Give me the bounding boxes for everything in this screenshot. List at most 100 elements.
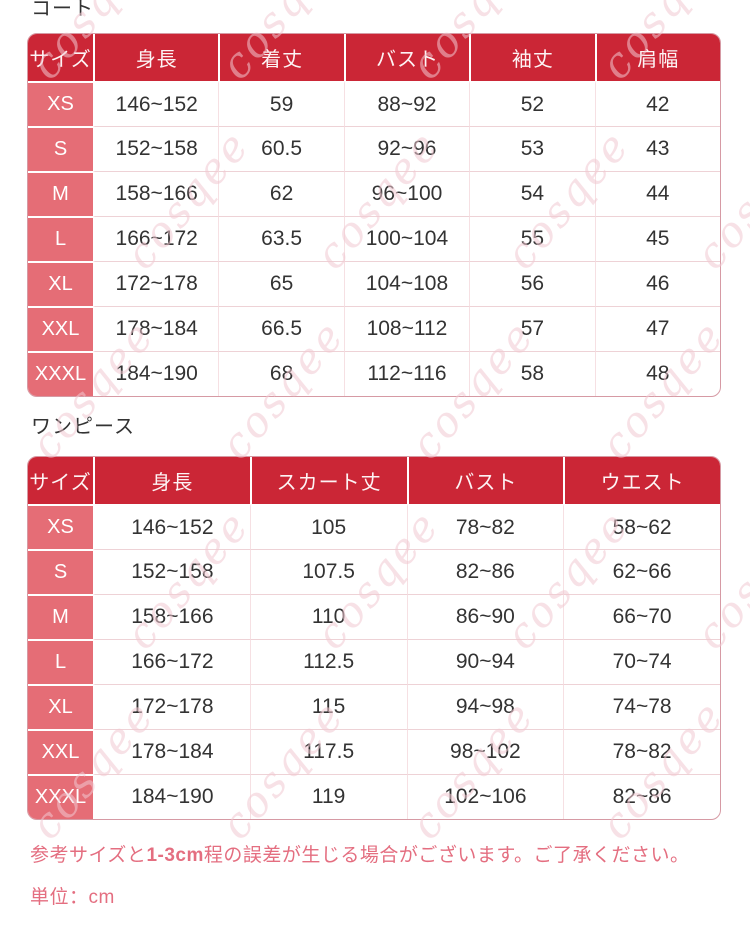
- unit-note: 単位：cm: [30, 887, 115, 908]
- measurement-cell: 107.5: [249, 549, 407, 594]
- dress-header-row: サイズ 身長 スカート丈 バスト ウエスト: [28, 457, 720, 504]
- measurement-cell: 146~152: [93, 81, 219, 126]
- measurement-cell: 86~90: [406, 594, 564, 639]
- column-header: 着丈: [218, 34, 344, 81]
- measurement-cell: 62~66: [563, 549, 720, 594]
- measurement-cell: 65: [218, 261, 344, 306]
- measurement-cell: 54: [469, 171, 595, 216]
- table-row: XS 146~152 105 78~82 58~62: [28, 504, 720, 549]
- measurement-cell: 152~158: [93, 549, 250, 594]
- table-row: M 158~166 62 96~100 54 44: [28, 171, 720, 216]
- table-row: S 152~158 60.5 92~96 53 43: [28, 126, 720, 171]
- measurement-cell: 104~108: [343, 261, 470, 306]
- size-label-cell: XXL: [28, 306, 93, 351]
- column-header: バスト: [343, 34, 470, 81]
- measurement-cell: 56: [469, 261, 595, 306]
- size-label-cell: L: [28, 216, 93, 261]
- column-header: バスト: [406, 457, 564, 504]
- table-row: XXL 178~184 117.5 98~102 78~82: [28, 729, 720, 774]
- measurement-cell: 55: [469, 216, 595, 261]
- column-header: 袖丈: [469, 34, 595, 81]
- measurement-cell: 119: [249, 774, 407, 819]
- size-label-cell: M: [28, 171, 93, 216]
- measurement-cell: 63.5: [218, 216, 344, 261]
- size-label-cell: M: [28, 594, 93, 639]
- table-row: XL 172~178 115 94~98 74~78: [28, 684, 720, 729]
- measurement-cell: 105: [249, 504, 407, 549]
- size-label-cell: S: [28, 126, 93, 171]
- measurement-cell: 45: [594, 216, 720, 261]
- measurement-cell: 184~190: [93, 774, 250, 819]
- size-label-cell: XS: [28, 504, 93, 549]
- measurement-cell: 184~190: [93, 351, 219, 396]
- measurement-cell: 44: [594, 171, 720, 216]
- measurement-cell: 46: [594, 261, 720, 306]
- measurement-cell: 172~178: [93, 684, 250, 729]
- measurement-cell: 62: [218, 171, 344, 216]
- measurement-cell: 166~172: [93, 216, 219, 261]
- measurement-cell: 96~100: [343, 171, 470, 216]
- table-row: XXXL 184~190 119 102~106 82~86: [28, 774, 720, 819]
- measurement-cell: 43: [594, 126, 720, 171]
- measurement-cell: 112.5: [249, 639, 407, 684]
- measurement-cell: 59: [218, 81, 344, 126]
- measurement-cell: 60.5: [218, 126, 344, 171]
- measurement-cell: 57: [469, 306, 595, 351]
- size-label-cell: XXXL: [28, 774, 93, 819]
- table-row: XXXL 184~190 68 112~116 58 48: [28, 351, 720, 396]
- measurement-cell: 178~184: [93, 729, 250, 774]
- measurement-cell: 172~178: [93, 261, 219, 306]
- column-header: 身長: [93, 457, 250, 504]
- measurement-cell: 108~112: [343, 306, 470, 351]
- measurement-cell: 90~94: [406, 639, 564, 684]
- column-header: サイズ: [28, 457, 93, 504]
- measurement-cell: 70~74: [563, 639, 720, 684]
- measurement-cell: 166~172: [93, 639, 250, 684]
- measurement-cell: 47: [594, 306, 720, 351]
- note-text-segment: 参考サイズと: [30, 845, 147, 866]
- measurement-cell: 88~92: [343, 81, 470, 126]
- size-label-cell: L: [28, 639, 93, 684]
- table-row: XL 172~178 65 104~108 56 46: [28, 261, 720, 306]
- table-row: S 152~158 107.5 82~86 62~66: [28, 549, 720, 594]
- coat-section-title: コート: [31, 0, 94, 20]
- measurement-cell: 78~82: [406, 504, 564, 549]
- size-label-cell: XL: [28, 684, 93, 729]
- table-row: M 158~166 110 86~90 66~70: [28, 594, 720, 639]
- table-row: XS 146~152 59 88~92 52 42: [28, 81, 720, 126]
- dress-section-title: ワンピース: [31, 416, 135, 438]
- measurement-cell: 68: [218, 351, 344, 396]
- measurement-cell: 110: [249, 594, 407, 639]
- measurement-cell: 82~86: [563, 774, 720, 819]
- measurement-cell: 158~166: [93, 171, 219, 216]
- measurement-cell: 152~158: [93, 126, 219, 171]
- coat-header-row: サイズ 身長 着丈 バスト 袖丈 肩幅: [28, 34, 720, 81]
- size-tolerance-note: 参考サイズと1-3cm程の誤差が生じる場合がございます。ご了承ください。: [30, 844, 689, 868]
- size-label-cell: S: [28, 549, 93, 594]
- column-header: サイズ: [28, 34, 93, 81]
- table-row: XXL 178~184 66.5 108~112 57 47: [28, 306, 720, 351]
- dress-size-table: サイズ 身長 スカート丈 バスト ウエスト XS 146~152 105 78~82 58~62…: [27, 456, 721, 820]
- measurement-cell: 58~62: [563, 504, 720, 549]
- measurement-cell: 146~152: [93, 504, 250, 549]
- measurement-cell: 42: [594, 81, 720, 126]
- measurement-cell: 78~82: [563, 729, 720, 774]
- measurement-cell: 53: [469, 126, 595, 171]
- size-label-cell: XXXL: [28, 351, 93, 396]
- measurement-cell: 52: [469, 81, 595, 126]
- measurement-cell: 115: [249, 684, 407, 729]
- measurement-cell: 92~96: [343, 126, 470, 171]
- measurement-cell: 158~166: [93, 594, 250, 639]
- measurement-cell: 102~106: [406, 774, 564, 819]
- measurement-cell: 178~184: [93, 306, 219, 351]
- column-header: ウエスト: [563, 457, 720, 504]
- measurement-cell: 66.5: [218, 306, 344, 351]
- measurement-cell: 94~98: [406, 684, 564, 729]
- measurement-cell: 82~86: [406, 549, 564, 594]
- table-row: L 166~172 112.5 90~94 70~74: [28, 639, 720, 684]
- size-label-cell: XS: [28, 81, 93, 126]
- measurement-cell: 58: [469, 351, 595, 396]
- note-tolerance-range: 1-3cm: [146, 845, 204, 866]
- coat-size-table: サイズ 身長 着丈 バスト 袖丈 肩幅 XS 146~152 59 88~92 52 42 S 152~…: [27, 33, 721, 397]
- measurement-cell: 74~78: [563, 684, 720, 729]
